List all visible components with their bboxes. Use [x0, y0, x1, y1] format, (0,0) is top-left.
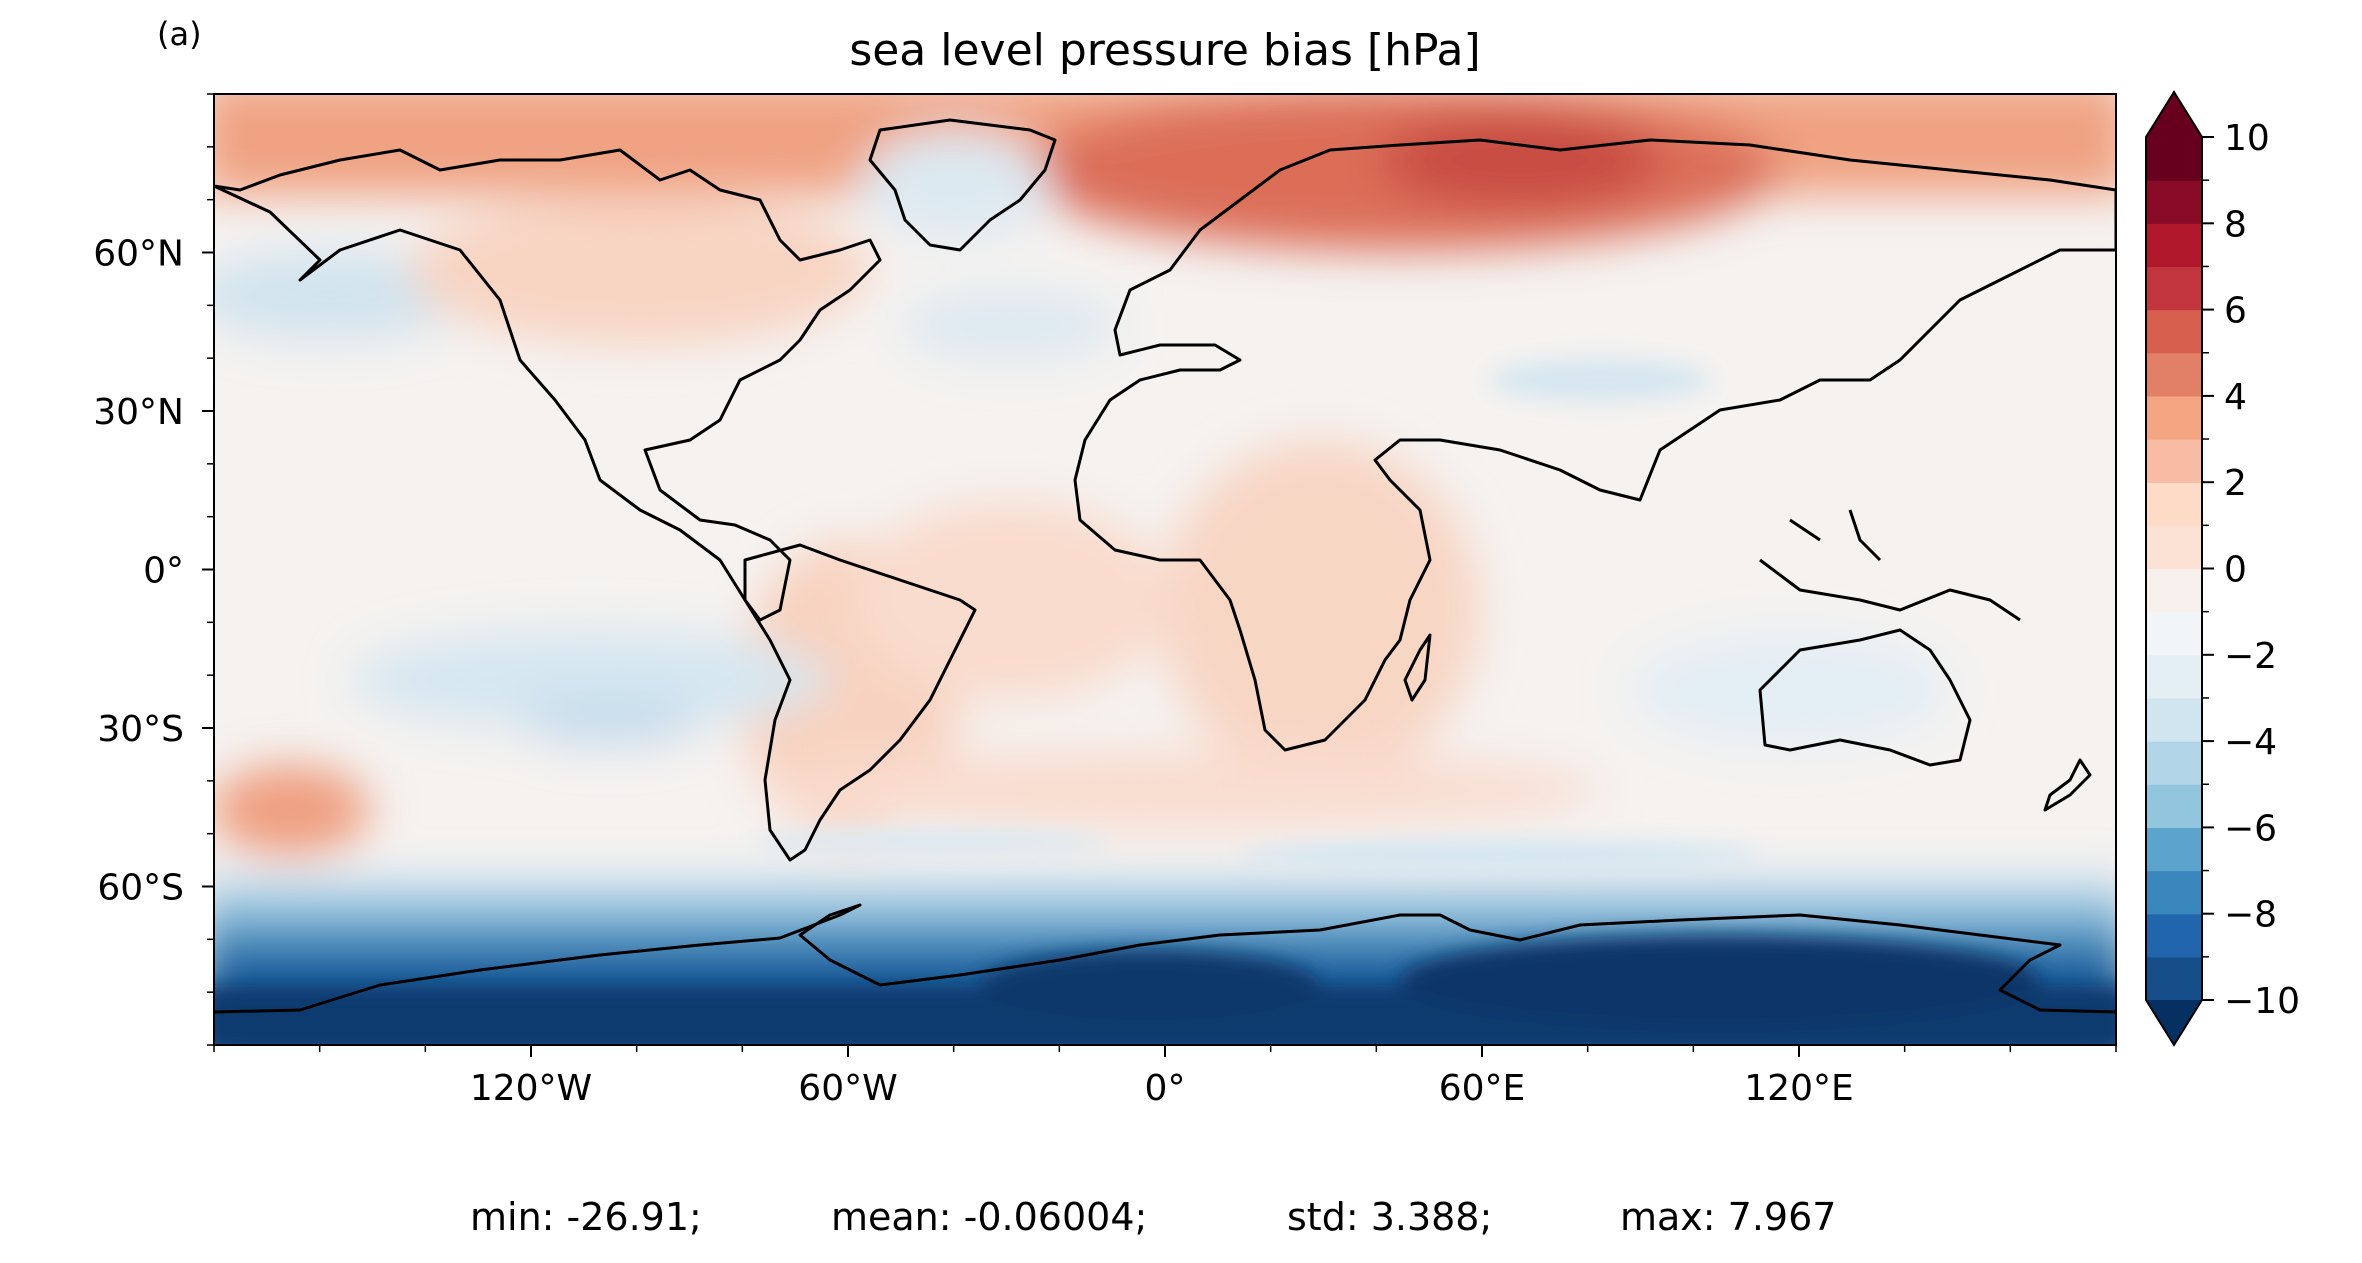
y-tick-label: 30°N: [93, 392, 184, 433]
colorbar-tick-label: 8: [2224, 204, 2247, 245]
stat-min: min: -26.91;: [470, 1195, 702, 1239]
colorbar-tick-label: 6: [2224, 291, 2247, 332]
maritime-continent-coast: [1759, 509, 2021, 622]
colorbar-tick-label: −2: [2224, 636, 2277, 677]
colorbar-segment: [2146, 266, 2202, 311]
colorbar-segment: [2146, 180, 2202, 224]
colorbar-segment: [2146, 439, 2202, 483]
x-tick-label: 120°E: [1744, 1068, 1853, 1109]
pressure-bias-field: [214, 94, 2116, 1045]
map-panel: [214, 94, 2116, 1045]
y-tick-label: 0°: [143, 551, 184, 592]
colorbar-tick-label: −10: [2224, 981, 2300, 1022]
colorbar-segment: [2146, 309, 2202, 354]
colorbar-segment: [2146, 568, 2202, 613]
colorbar-segment: [2146, 913, 2202, 958]
colorbar-tick-label: −4: [2224, 722, 2277, 763]
colorbar-segment: [2146, 697, 2202, 742]
x-tick-label: 60°W: [798, 1068, 897, 1109]
x-axis-minor-ticks: [213, 1045, 2117, 1052]
statistics-line: min: -26.91; mean: -0.06004; std: 3.388;…: [470, 1195, 1836, 1239]
antarctica-coast: [214, 903, 2116, 1014]
australia-coast: [1758, 628, 1972, 767]
y-tick-label: 60°S: [97, 868, 184, 909]
south-america-coast: [743, 543, 977, 862]
greenland-coast: [868, 118, 1057, 252]
madagascar-coast: [1403, 633, 1432, 702]
map-title: sea level pressure bias [hPa]: [849, 25, 1480, 76]
y-tick-label: 30°S: [97, 709, 184, 750]
panel-label: (a): [157, 15, 202, 53]
colorbar-tick-label: −8: [2224, 895, 2277, 936]
colorbar-tick-label: 0: [2224, 550, 2247, 591]
colorbar-tick-label: 4: [2224, 377, 2247, 418]
colorbar-tick-label: −6: [2224, 808, 2277, 849]
colorbar-extend-min: [2146, 1000, 2202, 1045]
north-america-coast: [214, 148, 882, 622]
colorbar-segment: [2146, 870, 2202, 915]
x-tick-label: 60°E: [1439, 1068, 1526, 1109]
stat-mean: mean: -0.06004;: [831, 1195, 1147, 1239]
colorbar-segment: [2146, 223, 2202, 268]
colorbar-segment: [2146, 482, 2202, 526]
colorbar-segment: [2146, 956, 2202, 1001]
x-tick-label: 0°: [1145, 1068, 1186, 1109]
y-axis-ticks: 60°N 30°N 0° 30°S 60°S: [93, 234, 214, 909]
coastlines: [214, 118, 2116, 1014]
x-tick-label: 120°W: [470, 1068, 592, 1109]
colorbar-segment: [2146, 525, 2202, 570]
colorbar-tick-label: 2: [2224, 463, 2247, 504]
eurasia-africa-coast: [1073, 138, 2116, 752]
colorbar-segment: [2146, 784, 2202, 828]
x-axis-ticks: 120°W 60°W 0° 60°E 120°E: [470, 1045, 1854, 1109]
y-tick-label: 60°N: [93, 234, 184, 275]
colorbar: 10 8 6 4 2 0 −2 −4 −6 −8 −10: [2145, 90, 2300, 1047]
colorbar-tick-label: 10: [2224, 118, 2270, 159]
colorbar-segment: [2146, 352, 2202, 397]
colorbar-segment: [2146, 395, 2202, 440]
colorbar-segment: [2146, 654, 2202, 699]
stat-max: max: 7.967: [1620, 1195, 1836, 1239]
colorbar-segment: [2146, 137, 2202, 181]
colorbar-segment: [2146, 741, 2202, 785]
colorbar-segment: [2146, 611, 2202, 656]
new-zealand-coast: [2043, 758, 2092, 812]
colorbar-segment: [2146, 827, 2202, 872]
colorbar-extend-max: [2146, 92, 2202, 137]
y-axis-minor-ticks: [207, 93, 214, 1046]
stat-std: std: 3.388;: [1287, 1195, 1492, 1239]
